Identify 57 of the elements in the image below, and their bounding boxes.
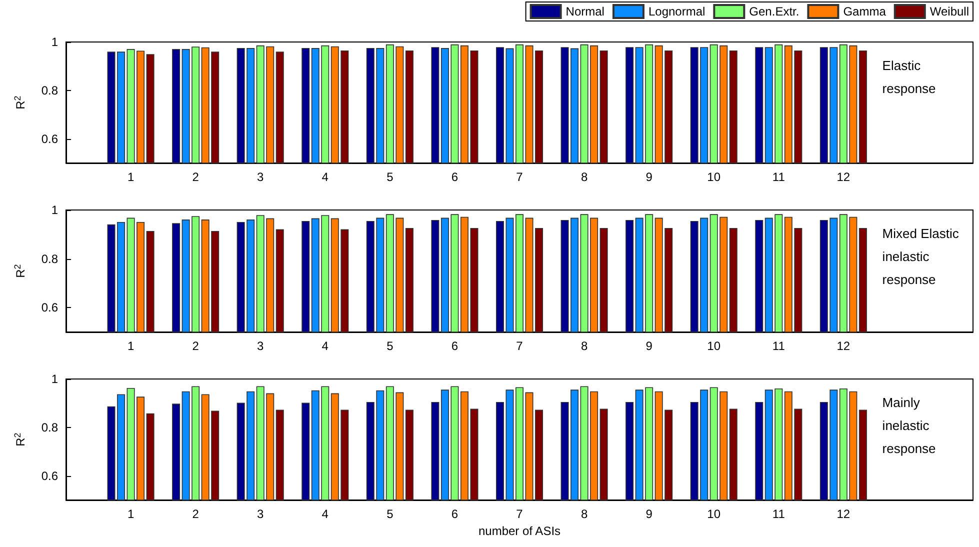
x-tick-label: 12 xyxy=(836,339,850,353)
x-tick-label: 10 xyxy=(707,170,721,184)
x-tick-label: 4 xyxy=(322,339,329,353)
y-tick-label: 0.6 xyxy=(41,300,58,315)
x-tick-label: 8 xyxy=(580,339,588,353)
x-axis-title: number of ASIs xyxy=(478,524,561,538)
x-tick-label: 6 xyxy=(451,339,458,353)
x-tick-label: 9 xyxy=(646,339,653,353)
legend-label: Gen.Extr. xyxy=(749,4,800,18)
y-axis-title: R2 xyxy=(12,264,28,278)
x-tick-label: 6 xyxy=(451,507,458,521)
x-tick-label: 2 xyxy=(192,339,200,353)
legend-label: Lognormal xyxy=(648,4,706,18)
y-tick-label: 0.6 xyxy=(41,132,58,146)
y-axis-title: R2 xyxy=(12,96,28,110)
x-tick-label: 1 xyxy=(127,507,134,521)
annotation: Mainly inelastic response xyxy=(882,395,936,456)
annotation: Mixed Elastic inelastic response xyxy=(882,226,963,287)
y-tick-label: 1 xyxy=(51,372,58,386)
x-tick-label: 3 xyxy=(257,339,264,353)
x-tick-label: 5 xyxy=(386,507,394,521)
x-tick-label: 12 xyxy=(836,507,850,521)
legend-label: Weibull xyxy=(930,4,970,18)
x-tick-label: 8 xyxy=(580,170,588,184)
y-tick-label: 1 xyxy=(51,35,58,49)
x-tick-label: 4 xyxy=(322,507,329,521)
x-tick-label: 7 xyxy=(516,170,524,184)
x-tick-label: 11 xyxy=(772,170,786,184)
x-tick-label: 9 xyxy=(646,507,653,521)
legend-label: Gamma xyxy=(843,4,886,18)
x-tick-label: 2 xyxy=(192,507,200,521)
y-tick-label: 0.8 xyxy=(41,252,58,266)
x-tick-label: 11 xyxy=(772,507,786,521)
x-tick-label: 11 xyxy=(772,339,786,353)
x-tick-label: 3 xyxy=(257,170,264,184)
x-tick-label: 1 xyxy=(127,170,134,184)
y-tick-label: 0.8 xyxy=(41,83,58,98)
x-tick-label: 7 xyxy=(516,339,524,353)
legend-label: Normal xyxy=(566,4,604,18)
x-tick-label: 5 xyxy=(386,339,394,353)
y-tick-label: 0.6 xyxy=(41,468,58,483)
x-tick-label: 2 xyxy=(192,170,200,184)
x-tick-label: 10 xyxy=(707,507,721,521)
x-tick-label: 10 xyxy=(707,339,721,353)
x-tick-label: 9 xyxy=(646,170,653,184)
x-tick-label: 1 xyxy=(127,339,134,353)
annotation: Elastic response xyxy=(882,58,936,96)
x-tick-label: 8 xyxy=(580,507,588,521)
x-tick-label: 7 xyxy=(516,507,524,521)
y-tick-label: 0.8 xyxy=(41,420,58,434)
y-tick-label: 1 xyxy=(51,203,58,217)
y-axis-title: R2 xyxy=(12,432,28,446)
x-tick-label: 6 xyxy=(451,170,458,184)
x-tick-label: 4 xyxy=(322,170,329,184)
x-tick-label: 5 xyxy=(386,170,394,184)
x-tick-label: 12 xyxy=(836,170,850,184)
x-tick-label: 3 xyxy=(257,507,264,521)
